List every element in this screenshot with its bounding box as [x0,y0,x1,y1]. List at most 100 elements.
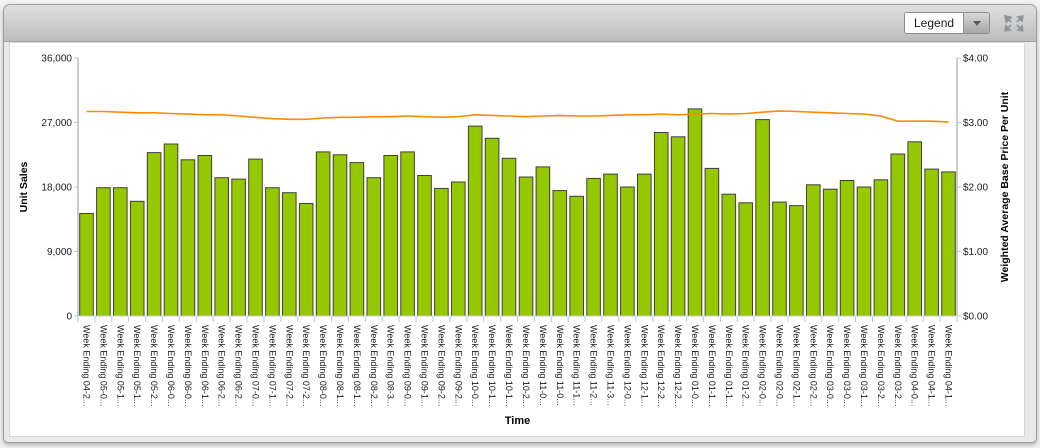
x-category-label: Week Ending 09-1... [420,325,430,406]
unit-sales-bar [806,184,821,317]
unit-sales-bar [721,193,737,317]
left-tick-label: 9,000 [47,247,72,258]
unit-sales-bar [417,175,432,317]
x-category-label: Week Ending 10-2... [521,325,531,406]
legend-dropdown[interactable]: Legend [904,12,990,34]
unit-sales-bar [856,186,872,317]
x-category-label: Week Ending 05-1... [132,325,142,406]
left-tick-label: 27,000 [41,118,72,129]
x-category-label: Week Ending 04-0... [910,325,920,406]
unit-sales-bar [231,178,246,317]
unit-sales-bar [129,200,145,317]
x-category-label: Week Ending 07-2... [284,325,294,406]
unit-sales-bar [890,153,906,317]
x-category-label: Week Ending 03-2... [876,325,886,406]
x-category-label: Week Ending 05-1... [115,325,125,406]
unit-sales-bar [670,136,686,317]
unit-sales-bar [653,132,669,317]
x-category-label: Week Ending 12-0... [622,325,632,406]
x-category-label: Week Ending 04-1... [927,325,937,406]
x-category-label: Week Ending 08-3... [386,325,396,406]
unit-sales-bar [146,152,162,317]
dashboard-window: Legend 0 9,000 18,000 27,000 36,000 $0.00 $1.0… [3,4,1037,443]
x-category-label: Week Ending 06-0... [183,325,193,406]
x-category-label: Week Ending 07-1... [267,325,277,406]
unit-sales-bar [569,195,585,317]
unit-sales-bar [738,202,754,317]
unit-sales-bar [873,179,889,317]
x-category-label: Week Ending 10-1... [487,325,497,406]
x-category-label: Week Ending 03-2... [893,325,903,406]
unit-sales-bar [214,177,229,317]
unit-sales-bar [366,177,382,317]
expand-arrows-icon[interactable] [1002,14,1026,34]
x-category-label: Week Ending 03-0... [842,325,852,406]
x-category-label: Week Ending 01-2... [741,325,751,406]
unit-sales-bar [552,190,568,317]
x-category-label: Week Ending 12-2... [656,325,666,406]
unit-sales-bar [637,173,652,317]
x-category-label: Week Ending 08-1... [352,325,362,406]
unit-sales-bar [941,171,956,317]
unit-sales-bar [687,108,703,317]
unit-sales-bar [383,155,398,317]
x-category-label: Week Ending 06-0... [166,325,176,406]
chart-panel: 0 9,000 18,000 27,000 36,000 $0.00 $1.00 $2.00 $… [9,42,1025,437]
x-category-label: Week Ending 12-1... [639,325,649,406]
unit-sales-bar [79,213,94,317]
price-line [86,110,949,123]
unit-sales-bar [620,186,635,317]
unit-sales-bar [315,151,331,317]
unit-sales-bar [163,143,179,317]
unit-sales-bar [282,192,297,317]
x-category-label: Week Ending 11-3... [605,325,615,406]
x-category-label: Week Ending 09-2... [453,325,463,406]
x-category-label: Week Ending 10-0... [470,325,480,406]
x-category-label: Week Ending 04-1... [944,325,954,406]
legend-dropdown-button[interactable] [963,13,989,33]
x-category-label: Week Ending 11-2... [589,325,599,406]
unit-sales-bar [265,187,280,317]
x-category-label: Week Ending 02-2... [808,325,818,406]
x-category-label: Week Ending 08-0... [318,325,328,406]
unit-sales-bar [907,141,923,317]
unit-sales-bar [96,187,111,317]
unit-sales-bar [197,155,213,317]
unit-sales-bar [501,157,517,317]
unit-sales-bar [180,159,196,317]
unit-sales-bar [924,168,939,317]
left-tick-label: 18,000 [41,183,72,194]
x-category-label: Week Ending 02-0... [758,325,768,406]
x-category-label: Week Ending 09-0... [403,325,413,406]
x-category-label: Week Ending 08-2... [369,325,379,406]
unit-sales-bar [434,187,449,317]
left-axis-title: Unit Sales [18,161,30,212]
legend-dropdown-label[interactable]: Legend [905,13,963,33]
x-category-label: Week Ending 03-1... [859,325,869,406]
x-category-label: Week Ending 06-1... [200,325,210,406]
x-category-label: Week Ending 06-2... [217,325,227,406]
unit-sales-bar [518,176,534,317]
left-tick-label: 0 [66,312,72,323]
unit-sales-bar [839,180,855,317]
x-category-label: Week Ending 11-0... [555,325,565,406]
x-category-label: Week Ending 01-1... [707,325,717,406]
unit-sales-bar [332,154,348,317]
right-tick-label: $0.00 [963,312,988,323]
x-category-label: Week Ending 05-2... [149,325,159,406]
unit-sales-bar [603,173,618,317]
unit-sales-bar [789,205,804,317]
x-category-label: Week Ending 02-1... [791,325,801,406]
unit-sales-bar [400,151,415,317]
chart-toolbar: Legend [4,5,1036,42]
right-tick-label: $3.00 [963,118,988,129]
unit-sales-bar [822,188,838,317]
x-category-label: Week Ending 03-0... [825,325,835,406]
x-category-label: Week Ending 09-2... [436,325,446,406]
unit-sales-bar [535,166,551,317]
unit-sales-bar [451,181,466,317]
x-axis-title: Time [505,415,530,427]
unit-sales-bar [298,203,314,317]
combo-chart: 0 9,000 18,000 27,000 36,000 $0.00 $1.00 $2.00 $… [18,54,1011,428]
x-category-label: Week Ending 12-2... [673,325,683,406]
